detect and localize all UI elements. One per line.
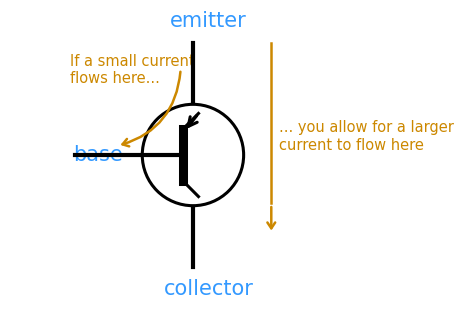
Text: If a small current
flows here...: If a small current flows here... [70, 54, 195, 86]
Text: base: base [73, 145, 123, 165]
Text: collector: collector [164, 279, 253, 299]
Text: emitter: emitter [170, 11, 246, 31]
Text: ... you allow for a larger
current to flow here: ... you allow for a larger current to fl… [279, 120, 454, 153]
